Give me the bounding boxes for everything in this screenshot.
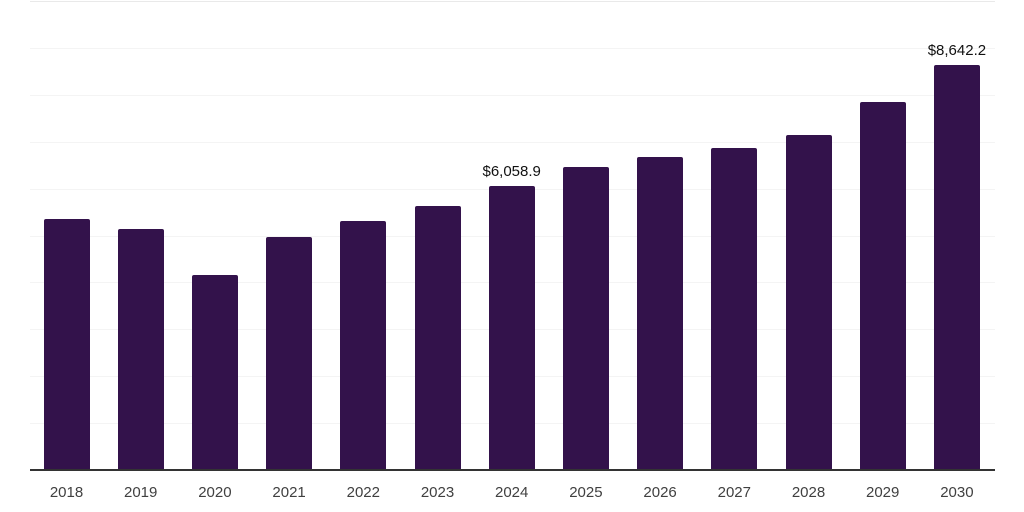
x-tick-label-2024: 2024 <box>495 484 529 501</box>
x-axis-line <box>30 469 995 471</box>
gridline <box>30 141 995 143</box>
bar-2023 <box>414 205 461 470</box>
x-tick-label-2029: 2029 <box>866 484 900 501</box>
bar-2020 <box>191 275 238 470</box>
gridline <box>30 94 995 96</box>
bar-2026 <box>637 156 684 470</box>
x-tick-label-2018: 2018 <box>49 484 84 501</box>
gridline <box>30 47 995 49</box>
x-tick-label-2020: 2020 <box>198 484 232 501</box>
bar-2025 <box>562 167 609 470</box>
bar-value-label-2024: $6,058.9 <box>482 162 541 180</box>
x-tick-label-2022: 2022 <box>346 484 380 501</box>
bar-2029 <box>859 102 906 470</box>
x-tick-label-2027: 2027 <box>717 484 751 501</box>
bar-2019 <box>117 228 164 470</box>
bar-value-label-2030: $8,642.2 <box>927 41 987 59</box>
bar-2022 <box>340 221 387 470</box>
bar-2027 <box>711 148 758 470</box>
x-tick-label-2021: 2021 <box>272 484 306 501</box>
bar-2030 <box>933 64 980 470</box>
bar-2021 <box>266 236 313 470</box>
x-tick-label-2028: 2028 <box>791 484 826 501</box>
x-tick-label-2023: 2023 <box>420 484 455 501</box>
x-tick-label-2019: 2019 <box>124 484 158 501</box>
bar-2018 <box>43 218 90 470</box>
x-tick-label-2025: 2025 <box>569 484 603 501</box>
x-tick-label-2030: 2030 <box>940 484 974 501</box>
x-tick-label-2026: 2026 <box>643 484 677 501</box>
gridline <box>30 1 995 2</box>
bar-2028 <box>785 135 832 470</box>
bar-2024 <box>488 185 535 470</box>
